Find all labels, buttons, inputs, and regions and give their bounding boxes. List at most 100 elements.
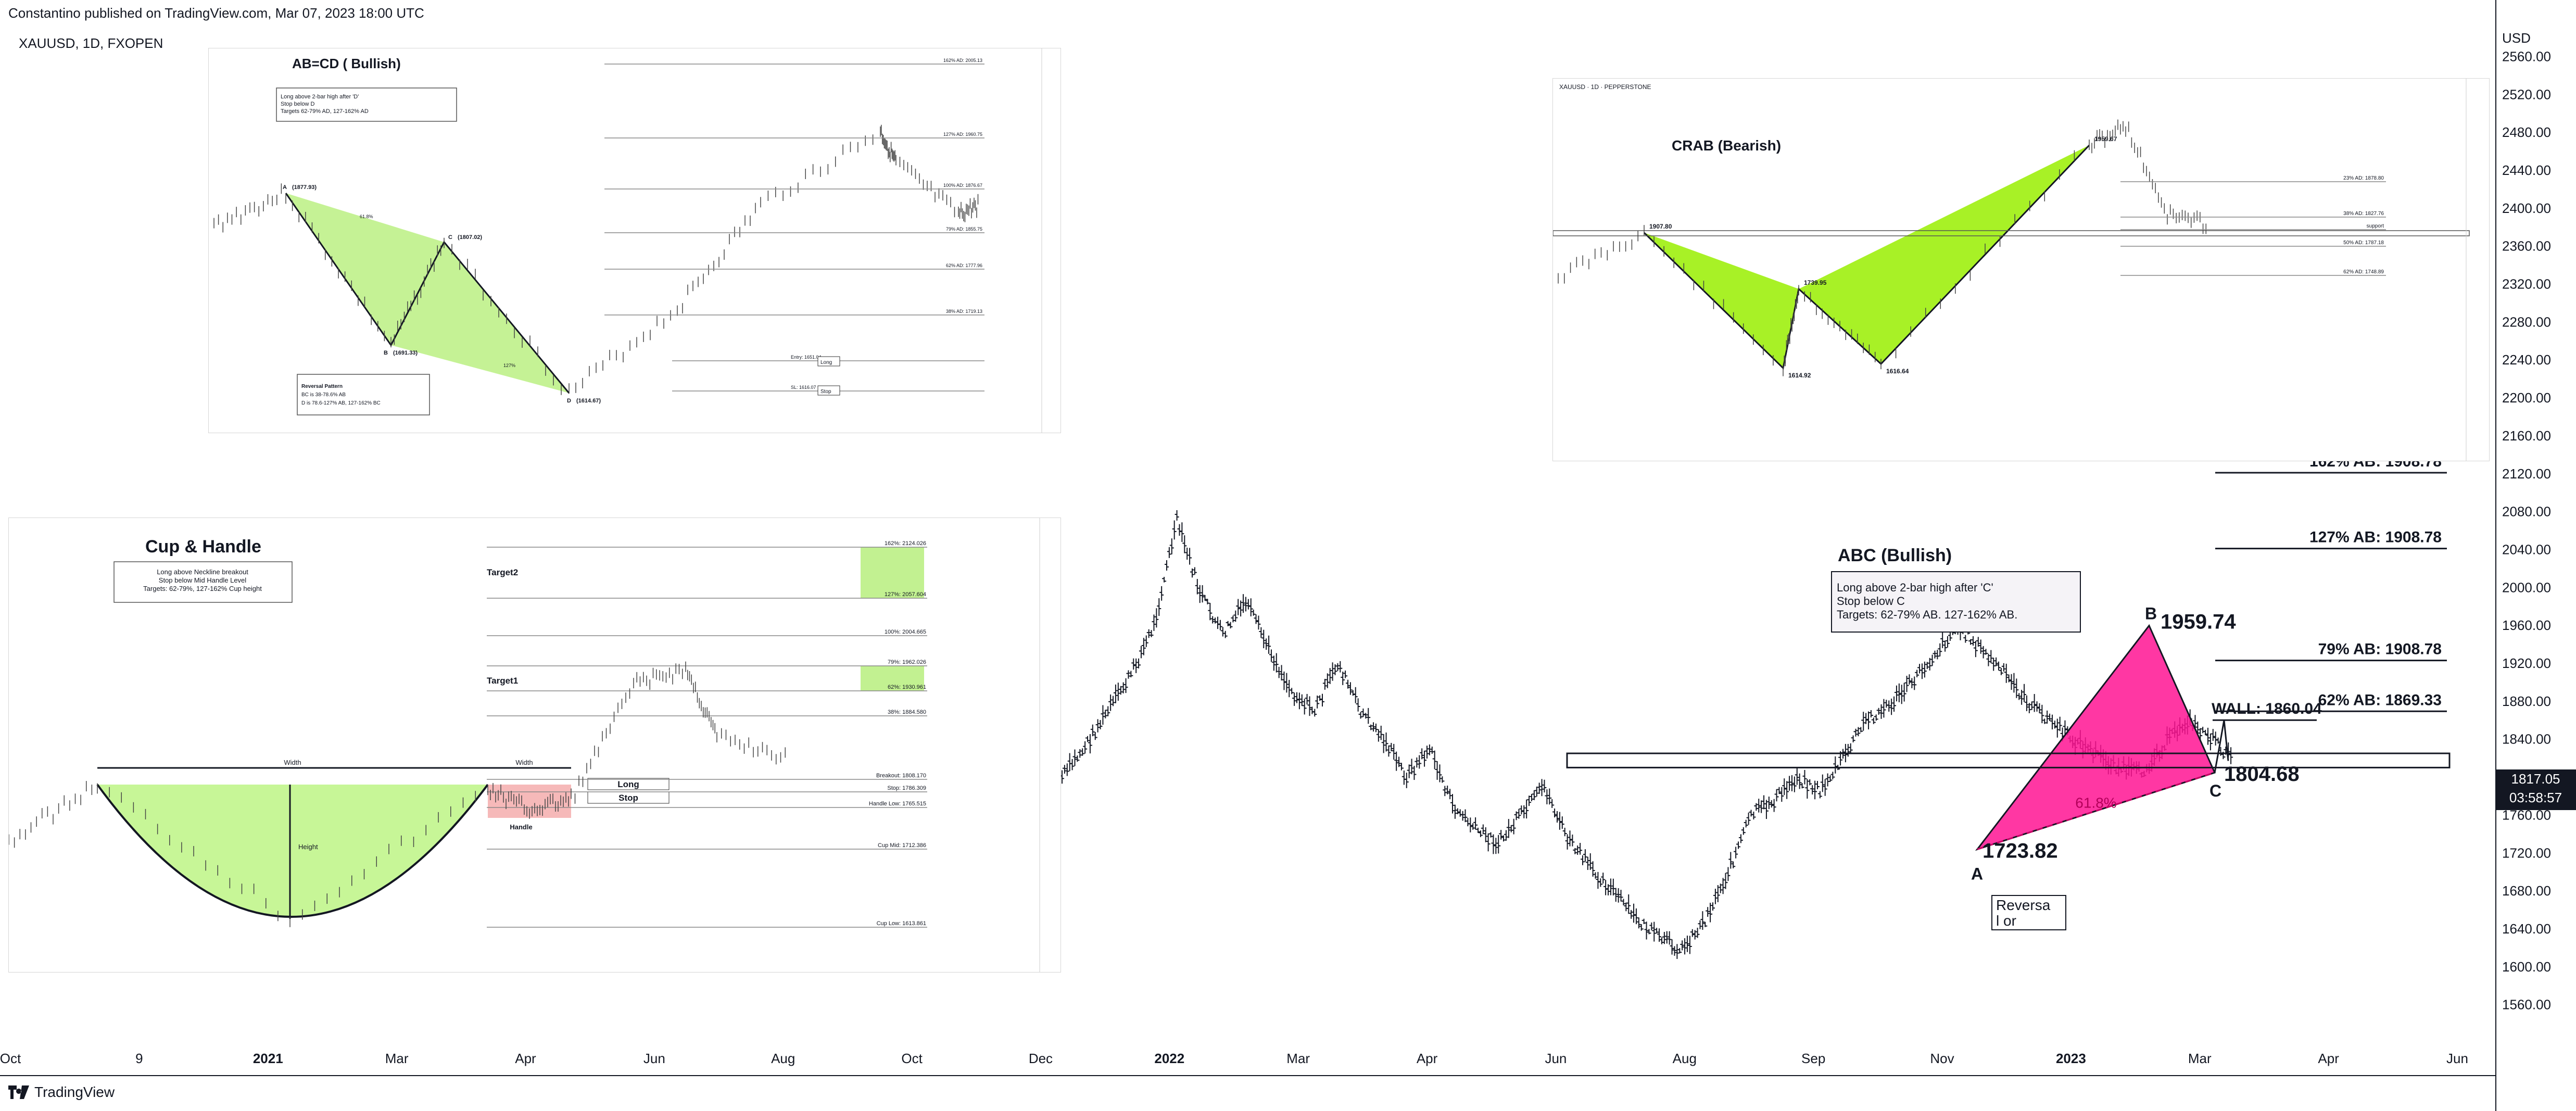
cup-level-label: Cup Mid: 1712.386	[878, 842, 926, 849]
abcd-title: AB=CD ( Bullish)	[292, 56, 401, 71]
x-tick-label: Mar	[385, 1051, 409, 1066]
point-b-label: B	[2145, 604, 2157, 623]
reversal-note-line: l or	[1996, 913, 2016, 929]
handle-width-label: Width	[515, 759, 533, 766]
abc-triangle	[1975, 624, 2216, 851]
abcd-abc-fill	[286, 193, 444, 345]
crab-point-value: 1739.95	[1804, 279, 1827, 286]
x-tick-label: 9	[135, 1051, 143, 1066]
crab-support-box	[1553, 230, 2470, 236]
y-tick-label: 1640.00	[2502, 921, 2551, 937]
x-tick-label: Oct	[901, 1051, 923, 1066]
abcd-rule-line: Targets 62-79% AD, 127-162% AD	[281, 108, 369, 115]
cup-curve	[96, 784, 489, 918]
cup-level-label: Cup Low: 1613.861	[877, 920, 926, 927]
crab-xab-fill	[1644, 233, 1799, 368]
x-tick-label: Jun	[643, 1051, 665, 1066]
abcd-footer-line: BC is 38-78.6% AB	[301, 392, 346, 398]
y-tick-label: 2160.00	[2502, 428, 2551, 444]
x-tick-label: Aug	[1673, 1051, 1697, 1066]
cup-level-label: 38%: 1884.580	[888, 709, 926, 715]
cup-title: Cup & Handle	[145, 537, 261, 557]
abcd-level-label: Entry: 1651.04	[791, 355, 822, 360]
cup-long-box	[587, 778, 670, 790]
y-tick-label: 1680.00	[2502, 883, 2551, 899]
abcd-stop-label: Stop	[820, 389, 831, 395]
x-tick-label: 2021	[253, 1051, 283, 1066]
brand-footer[interactable]: TradingView	[8, 1084, 115, 1101]
x-tick-label: 2023	[2056, 1051, 2086, 1066]
abcd-long-box	[817, 356, 840, 367]
x-tick-label: Mar	[1286, 1051, 1310, 1066]
y-tick-label: 2280.00	[2502, 314, 2551, 330]
abcd-point-label: C	[448, 234, 452, 241]
abcd-level-label: SL: 1616.07	[791, 385, 816, 390]
crab-point-value: 1959.67	[2094, 135, 2117, 143]
abc-rule-line: Long above 2-bar high after 'C'	[1837, 581, 1993, 594]
cup-rule-line: Stop below Mid Handle Level	[159, 576, 246, 584]
y-tick-label: 1560.00	[2502, 997, 2551, 1013]
target-level-label: 62% AB: 1869.33	[2318, 691, 2442, 709]
abcd-point-label: B	[384, 350, 388, 356]
handle-label: Handle	[510, 823, 532, 831]
cup-long-label: Long	[617, 779, 639, 789]
reversal-note-box	[1991, 895, 2066, 930]
cup-target1-zone	[861, 666, 924, 691]
y-tick-label: 2320.00	[2502, 276, 2551, 292]
cup-rule-line: Targets: 62-79%, 127-162% Cup height	[143, 585, 262, 592]
cup-level-label: Handle Low: 1765.515	[869, 801, 926, 807]
crab-chart-label: XAUUSD · 1D · PEPPERSTONE	[1559, 83, 1651, 91]
target-level-label: 127% AB: 1908.78	[2309, 529, 2442, 546]
abcd-point-value: (1614.67)	[576, 398, 601, 404]
x-tick-label: 2022	[1154, 1051, 1184, 1066]
cup-level-label: 62%: 1930.961	[888, 684, 926, 690]
last-price: 1817.05	[2511, 771, 2560, 787]
cup-target2-zone	[861, 547, 924, 598]
abcd-rule-line: Stop below D	[281, 101, 314, 107]
abcd-level-label: 100% AD: 1876.67	[943, 183, 982, 188]
y-tick-label: 1920.00	[2502, 655, 2551, 671]
x-tick-label: Jun	[1545, 1051, 1567, 1066]
y-tick-label: 1960.00	[2502, 617, 2551, 633]
cup-level-label: 100%: 2004.665	[885, 629, 926, 635]
abc-rule-line: Targets: 62-79% AB. 127-162% AB.	[1837, 608, 2017, 621]
crab-level-label: 62% AD: 1748.89	[2343, 269, 2384, 275]
crab-level-label: support	[2367, 223, 2384, 229]
reversal-note-line: Reversa	[1996, 897, 2051, 913]
abcd-level-label: 162% AD: 2005.13	[943, 58, 982, 63]
symbol-label[interactable]: XAUUSD, 1D, FXOPEN	[19, 35, 163, 51]
x-tick-label: Apr	[2318, 1051, 2339, 1066]
point-c-value: 1804.68	[2224, 763, 2300, 786]
tradingview-logo-icon	[8, 1085, 29, 1099]
point-a-label: A	[1971, 864, 1983, 883]
crab-level-label: 38% AD: 1827.76	[2343, 211, 2384, 217]
x-tick-label: Apr	[1417, 1051, 1438, 1066]
target-level-label: 79% AB: 1908.78	[2318, 641, 2442, 658]
cup-target2-label: Target2	[487, 567, 518, 577]
y-tick-label: 2360.00	[2502, 238, 2551, 254]
abcd-point-value: (1877.93)	[292, 184, 317, 191]
abcd-point-label: D	[567, 398, 571, 404]
cup-level-label: 79%: 1962.026	[888, 659, 926, 665]
abcd-footer-line: D is 78.6-127% AB, 127-162% BC	[301, 400, 381, 406]
currency-label: USD	[2502, 30, 2531, 46]
abc-rules-box	[1831, 571, 2081, 633]
cup-level-label: 127%: 2057.604	[885, 591, 926, 598]
abcd-bcd-fill	[391, 242, 569, 393]
price-axis[interactable]	[2495, 0, 2576, 1111]
abcd-footer-box	[297, 374, 430, 415]
abcd-point-value: (1807.02)	[458, 234, 482, 241]
x-tick-label: Mar	[2188, 1051, 2212, 1066]
crab-point-value: 1614.92	[1788, 372, 1811, 379]
y-tick-label: 1840.00	[2502, 731, 2551, 747]
x-tick-label: Apr	[515, 1051, 536, 1066]
target-level-label: WALL: 1860.04	[2212, 700, 2322, 717]
abcd-ratio-label: 127%	[503, 363, 515, 368]
abcd-rules-box	[276, 87, 457, 122]
cup-rules-box	[113, 561, 293, 603]
crab-level-label: 50% AD: 1787.18	[2343, 240, 2384, 246]
cup-stop-label: Stop	[618, 793, 638, 803]
y-tick-label: 2440.00	[2502, 162, 2551, 178]
